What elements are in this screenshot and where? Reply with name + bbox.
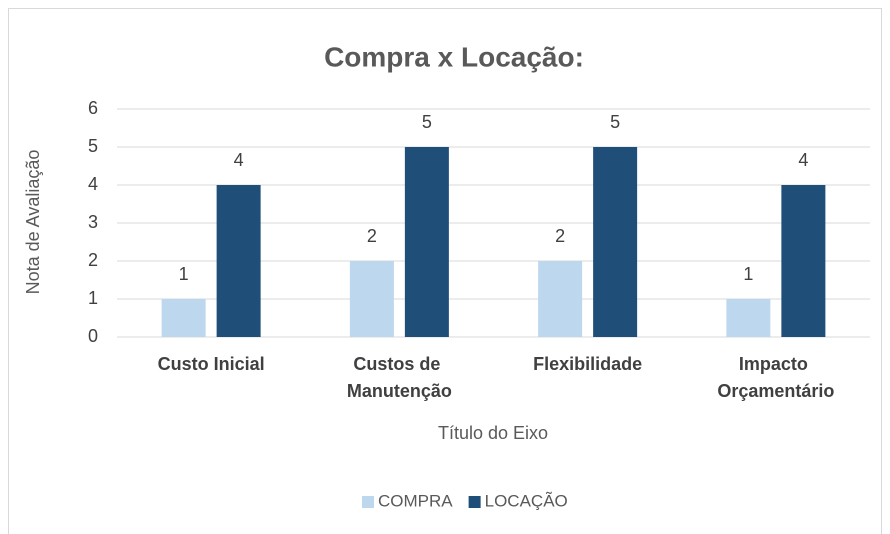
bar: [538, 261, 583, 337]
data-label: 5: [422, 112, 432, 132]
y-tick-label: 0: [88, 326, 98, 346]
y-tick-label: 3: [88, 212, 98, 232]
bar: [161, 299, 206, 337]
data-label: 2: [367, 226, 377, 246]
data-label: 4: [234, 150, 244, 170]
x-tick-label: Flexibilidade: [533, 354, 642, 374]
y-axis-title: Nota de Avaliação: [23, 150, 43, 295]
legend-label: COMPRA: [378, 491, 453, 510]
x-tick-label: Impacto Orçamentário: [717, 354, 834, 401]
legend-swatch: [362, 496, 374, 508]
legend-label: LOCAÇÃO: [485, 491, 568, 510]
y-tick-label: 4: [88, 174, 98, 194]
y-tick-label: 5: [88, 136, 98, 156]
data-label: 2: [555, 226, 565, 246]
bar: [349, 261, 394, 337]
bar: [781, 185, 826, 337]
data-label: 5: [610, 112, 620, 132]
data-label: 4: [798, 150, 808, 170]
x-tick-label: Custo Inicial: [158, 354, 265, 374]
y-tick-label: 6: [88, 98, 98, 118]
y-tick-label: 2: [88, 250, 98, 270]
chart-title: Compra x Locação:: [324, 41, 584, 72]
data-label: 1: [179, 264, 189, 284]
bar: [593, 147, 638, 337]
bar: [726, 299, 771, 337]
x-tick-label: Custos de Manutenção: [347, 354, 452, 401]
bar: [216, 185, 261, 337]
data-label: 1: [743, 264, 753, 284]
y-tick-label: 1: [88, 288, 98, 308]
x-axis-title: Título do Eixo: [438, 423, 548, 443]
bar: [404, 147, 449, 337]
legend-swatch: [468, 496, 481, 508]
